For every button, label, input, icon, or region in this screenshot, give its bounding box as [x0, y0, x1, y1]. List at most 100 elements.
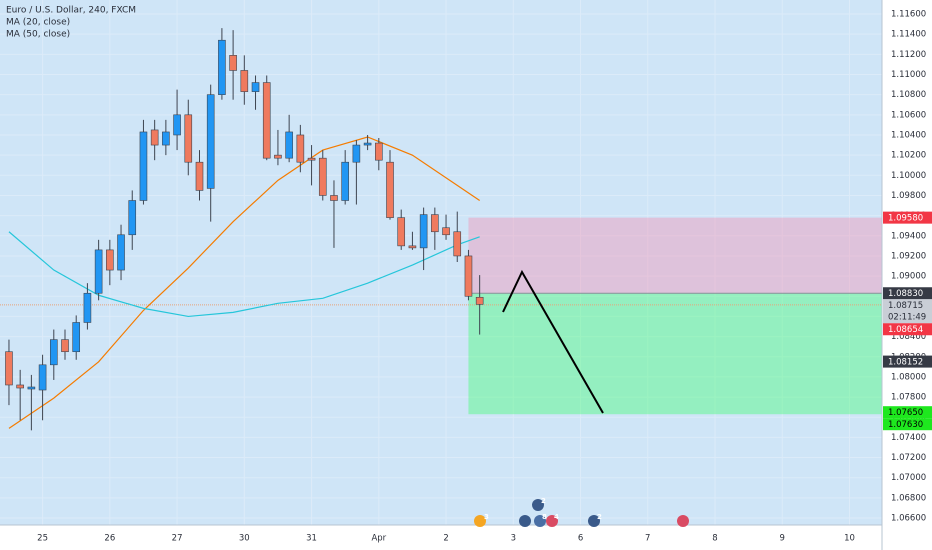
candle-body: [173, 114, 181, 136]
candle-body: [464, 255, 473, 297]
candle-body: [94, 249, 103, 294]
y-tick-label: 1.09400: [891, 231, 926, 241]
x-tick-label: 6: [578, 534, 583, 544]
candle-body: [229, 55, 237, 71]
event-count: 8: [542, 513, 547, 521]
event-icon: [677, 515, 689, 527]
x-tick-label: 9: [780, 534, 785, 544]
y-tick-label: 1.09800: [891, 191, 926, 201]
candle-body: [318, 157, 327, 196]
candle-body: [431, 214, 439, 233]
candle-body: [285, 131, 293, 159]
y-tick-label: 1.09200: [891, 251, 926, 261]
event-icon: [532, 499, 544, 511]
candle-body: [375, 142, 383, 161]
price-label-bg: [883, 418, 932, 431]
event-count: 2: [541, 497, 546, 505]
candle-body: [363, 142, 372, 146]
candle-body: [453, 231, 462, 257]
candle-body: [128, 200, 137, 236]
candle-body: [307, 157, 316, 161]
price-label-bg: [883, 287, 932, 300]
y-tick-label: 1.10800: [891, 90, 926, 100]
y-tick-label: 1.06600: [891, 514, 926, 524]
y-tick-label: 1.10000: [891, 171, 926, 181]
y-tick-label: 1.11000: [891, 70, 926, 80]
candle-body: [49, 339, 58, 366]
price-label: 1.08830: [888, 289, 923, 299]
y-tick-label: 1.08000: [891, 372, 926, 382]
y-tick-label: 1.07800: [891, 393, 926, 403]
price-label: 1.08654: [888, 325, 923, 335]
x-tick-label: 31: [306, 534, 317, 544]
candle-body: [195, 161, 204, 191]
candle-body: [386, 161, 394, 218]
candle-body: [419, 214, 428, 249]
countdown: 02:11:49: [888, 313, 926, 323]
price-label-bg: [883, 355, 932, 368]
y-tick-label: 1.07200: [891, 453, 926, 463]
last-price-label: 1.08715: [888, 301, 923, 311]
candle-body: [72, 322, 81, 353]
candle-body: [162, 131, 170, 146]
candle-body: [408, 245, 417, 249]
y-tick-label: 1.11200: [891, 50, 926, 60]
x-tick-label: 27: [172, 534, 183, 544]
candle-body: [27, 386, 36, 390]
price-label-bg: [883, 323, 932, 336]
y-tick-label: 1.11600: [891, 10, 926, 20]
candle-body: [251, 82, 260, 92]
x-tick-label: 7: [645, 534, 650, 544]
candle-body: [274, 154, 282, 159]
candle-body: [262, 82, 271, 159]
candle-body: [442, 227, 450, 236]
candle-body: [296, 134, 305, 163]
candle-body: [206, 94, 215, 189]
legend-entry: MA (20, close): [6, 18, 70, 28]
x-tick-label: 30: [239, 534, 250, 544]
chart-title: Euro / U.S. Dollar, 240, FXCM: [6, 6, 136, 16]
y-tick-label: 1.07400: [891, 433, 926, 443]
candle-body: [475, 296, 484, 305]
event-count: 3: [484, 513, 489, 521]
candle-body: [341, 161, 349, 201]
price-label: 1.09580: [888, 214, 923, 224]
x-tick-label: Apr: [371, 534, 386, 544]
event-icon: [519, 515, 531, 527]
x-tick-label: 10: [844, 534, 855, 544]
y-tick-label: 1.07000: [891, 473, 926, 483]
candle-body: [330, 195, 338, 201]
event-count: 4: [554, 513, 559, 521]
stop-zone: [468, 217, 882, 294]
marks: [0, 28, 882, 431]
candle-body: [240, 70, 249, 92]
candle-body: [139, 131, 148, 201]
price-label: 1.08152: [888, 358, 923, 368]
event-icon: [546, 515, 558, 527]
candle-body: [352, 144, 361, 163]
candle-body: [83, 292, 92, 323]
candle-body: [106, 249, 114, 271]
grid: [0, 0, 882, 525]
y-tick-label: 1.10400: [891, 130, 926, 140]
candle-body: [5, 351, 13, 386]
price-label: 1.07630: [888, 420, 923, 430]
candle-body: [61, 339, 69, 353]
price-label: 1.07650: [888, 408, 923, 418]
candle-body: [184, 114, 193, 163]
y-tick-label: 1.08400: [891, 332, 926, 342]
y-tick-label: 1.10200: [891, 151, 926, 161]
position-zones: [468, 217, 882, 415]
price-label-bg: [883, 406, 932, 419]
candle-body: [117, 234, 125, 271]
event-icon: [588, 515, 600, 527]
x-tick-label: 3: [511, 534, 516, 544]
target-zone: [468, 293, 882, 415]
x-tick-label: 25: [37, 534, 48, 544]
candle-body: [397, 217, 406, 247]
event-count: 2: [597, 513, 602, 521]
y-tick-label: 1.11400: [891, 30, 926, 40]
y-tick-label: 1.09000: [891, 272, 926, 282]
